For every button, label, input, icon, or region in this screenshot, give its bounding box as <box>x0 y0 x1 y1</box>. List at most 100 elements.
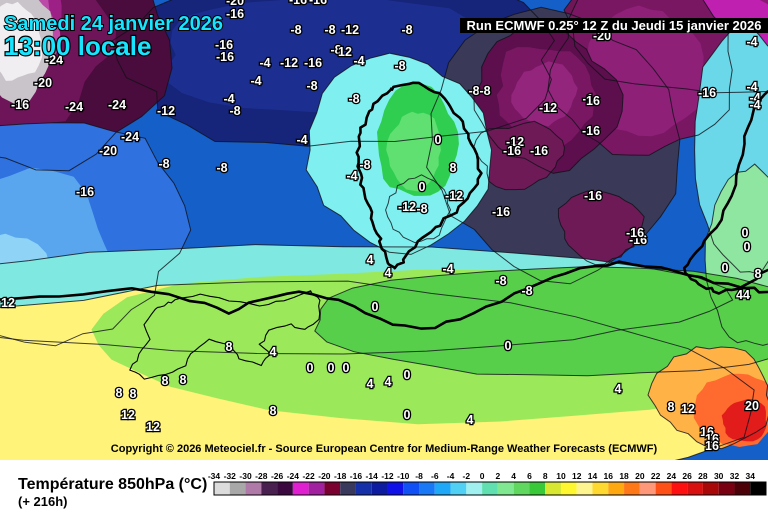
svg-text:-12: -12 <box>381 471 394 481</box>
svg-text:-12: -12 <box>280 56 298 70</box>
svg-text:-8: -8 <box>416 202 427 216</box>
svg-text:0: 0 <box>419 180 426 194</box>
svg-text:16: 16 <box>586 94 600 108</box>
svg-text:0: 0 <box>744 240 751 254</box>
svg-text:-8: -8 <box>468 84 479 98</box>
svg-text:16: 16 <box>604 471 614 481</box>
svg-text:0: 0 <box>307 361 314 375</box>
svg-text:8: 8 <box>543 471 548 481</box>
svg-text:8: 8 <box>270 404 277 418</box>
svg-text:4: 4 <box>511 471 516 481</box>
svg-text:4: 4 <box>385 375 392 389</box>
svg-text:-8: -8 <box>521 284 532 298</box>
svg-text:0: 0 <box>404 368 411 382</box>
svg-text:-6: -6 <box>431 471 439 481</box>
svg-text:-8: -8 <box>306 79 317 93</box>
svg-text:0: 0 <box>372 300 379 314</box>
svg-text:28: 28 <box>698 471 708 481</box>
svg-text:-8: -8 <box>359 158 370 172</box>
svg-text:18: 18 <box>619 471 629 481</box>
svg-text:-20: -20 <box>318 471 331 481</box>
svg-text:8: 8 <box>226 340 233 354</box>
svg-text:-8: -8 <box>348 92 359 106</box>
svg-text:12: 12 <box>572 471 582 481</box>
svg-text:0: 0 <box>505 339 512 353</box>
svg-text:8: 8 <box>180 373 187 387</box>
svg-text:-20: -20 <box>34 76 52 90</box>
svg-text:12: 12 <box>121 408 135 422</box>
svg-text:-16: -16 <box>503 144 521 158</box>
svg-text:-16: -16 <box>309 0 327 7</box>
svg-text:8: 8 <box>668 400 675 414</box>
svg-text:24: 24 <box>667 471 677 481</box>
svg-text:-10: -10 <box>397 471 410 481</box>
svg-text:-4: -4 <box>353 54 364 68</box>
svg-text:-8: -8 <box>394 59 405 73</box>
svg-text:20: 20 <box>635 471 645 481</box>
svg-text:-4: -4 <box>746 35 757 49</box>
svg-text:6: 6 <box>527 471 532 481</box>
svg-text:12: 12 <box>681 402 695 416</box>
svg-text:4: 4 <box>385 266 392 280</box>
svg-text:-4: -4 <box>447 471 455 481</box>
svg-text:0: 0 <box>435 133 442 147</box>
svg-text:34: 34 <box>745 471 755 481</box>
svg-text:-32: -32 <box>224 471 237 481</box>
svg-text:0: 0 <box>480 471 485 481</box>
svg-text:-4: -4 <box>442 262 453 276</box>
svg-text:12: 12 <box>146 420 160 434</box>
svg-text:-24: -24 <box>287 471 300 481</box>
svg-text:-26: -26 <box>271 471 284 481</box>
svg-text:-16: -16 <box>76 185 94 199</box>
svg-text:-18: -18 <box>334 471 347 481</box>
svg-text:8: 8 <box>130 387 137 401</box>
svg-text:-30: -30 <box>239 471 252 481</box>
svg-text:-4: -4 <box>346 169 357 183</box>
svg-text:32: 32 <box>730 471 740 481</box>
svg-text:-12: -12 <box>398 200 416 214</box>
svg-text:-12: -12 <box>539 101 557 115</box>
svg-text:12: 12 <box>338 45 352 59</box>
svg-text:4: 4 <box>467 413 474 427</box>
svg-text:8: 8 <box>162 374 169 388</box>
svg-text:-20: -20 <box>99 144 117 158</box>
svg-text:-12: -12 <box>445 189 463 203</box>
svg-text:-2: -2 <box>463 471 471 481</box>
svg-text:30: 30 <box>714 471 724 481</box>
svg-text:-4: -4 <box>250 74 261 88</box>
svg-text:-28: -28 <box>255 471 268 481</box>
svg-text:-8: -8 <box>290 23 301 37</box>
svg-text:44: 44 <box>736 288 750 302</box>
svg-text:-8: -8 <box>324 23 335 37</box>
svg-text:-8: -8 <box>401 23 412 37</box>
svg-text:12: 12 <box>1 296 15 310</box>
svg-text:4: 4 <box>367 377 374 391</box>
svg-text:-12: -12 <box>157 104 175 118</box>
svg-text:-22: -22 <box>302 471 315 481</box>
svg-text:-12: -12 <box>341 23 359 37</box>
svg-text:-24: -24 <box>121 130 139 144</box>
svg-text:-4: -4 <box>749 98 760 112</box>
svg-text:-16: -16 <box>226 7 244 21</box>
svg-text:20: 20 <box>745 399 759 413</box>
svg-text:4: 4 <box>615 382 622 396</box>
svg-text:-16: -16 <box>492 205 510 219</box>
svg-text:-8: -8 <box>415 471 423 481</box>
svg-text:0: 0 <box>328 361 335 375</box>
svg-text:-16: -16 <box>216 50 234 64</box>
svg-text:-16: -16 <box>582 124 600 138</box>
svg-text:-24: -24 <box>108 98 126 112</box>
svg-text:26: 26 <box>682 471 692 481</box>
svg-text:0: 0 <box>722 261 729 275</box>
svg-text:14: 14 <box>588 471 598 481</box>
svg-text:-16: -16 <box>698 86 716 100</box>
svg-text:-34: -34 <box>208 471 221 481</box>
svg-text:10: 10 <box>556 471 566 481</box>
svg-text:-16: -16 <box>304 56 322 70</box>
svg-text:8: 8 <box>450 161 457 175</box>
svg-text:22: 22 <box>651 471 661 481</box>
svg-text:-24: -24 <box>65 100 83 114</box>
svg-text:-16: -16 <box>350 471 363 481</box>
svg-text:-8: -8 <box>229 104 240 118</box>
svg-text:-4: -4 <box>296 133 307 147</box>
